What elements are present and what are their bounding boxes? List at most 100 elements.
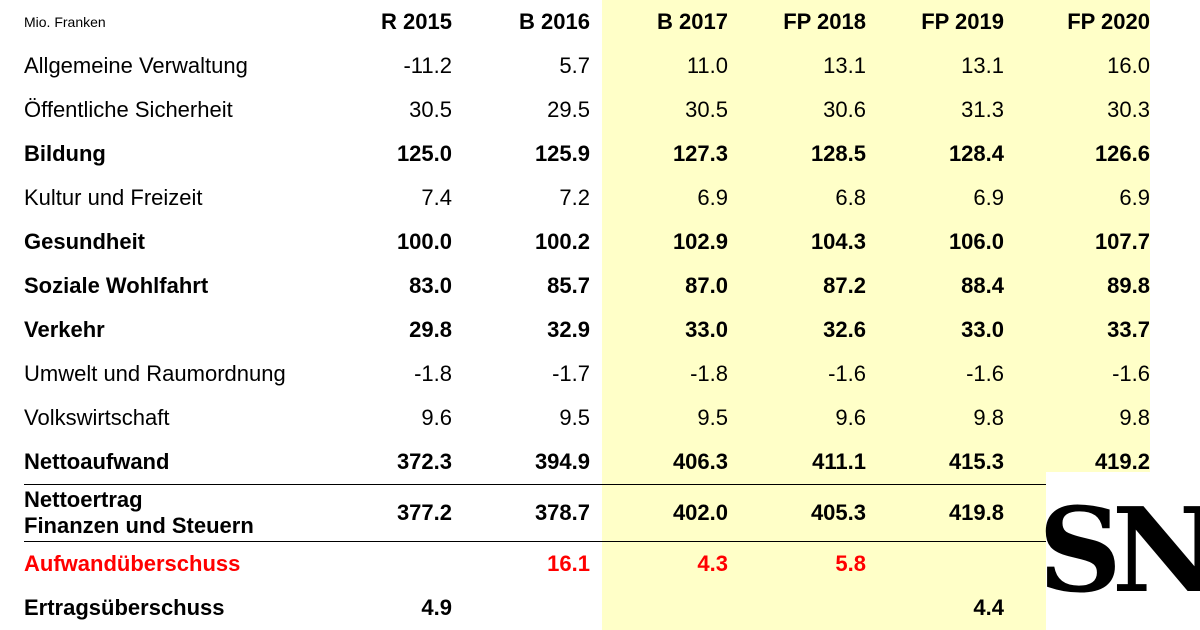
- row-label: Volkswirtschaft: [24, 405, 170, 430]
- row-nettoertrag: Nettoertrag Finanzen und Steuern 377.2 37…: [24, 484, 1150, 542]
- cell-value: 419.2: [1094, 449, 1150, 474]
- cell-value: 30.5: [409, 97, 452, 122]
- cell-value: 7.4: [421, 185, 452, 210]
- row-label: Nettoaufwand: [24, 449, 170, 474]
- cell-value: 33.0: [961, 317, 1004, 342]
- row-label: Kultur und Freizeit: [24, 185, 203, 210]
- cell-value: 4.3: [590, 541, 728, 586]
- cell-value: 9.8: [1119, 405, 1150, 430]
- row-nettoaufwand: Nettoaufwand 372.3 394.9 406.3 411.1 415…: [24, 440, 1150, 485]
- row-label: Ertragsüberschuss: [24, 595, 225, 620]
- cell-value: 9.8: [973, 405, 1004, 430]
- cell-value: 13.1: [961, 53, 1004, 78]
- row-label: Aufwandüberschuss: [24, 541, 328, 586]
- col-header-b2016: B 2016: [519, 9, 590, 34]
- row-label: Umwelt und Raumordnung: [24, 361, 286, 386]
- cell-value: 89.8: [1107, 273, 1150, 298]
- cell-value: 30.3: [1107, 97, 1150, 122]
- col-header-fp2019: FP 2019: [921, 9, 1004, 34]
- row-label: Gesundheit: [24, 229, 146, 254]
- cell-value: [728, 586, 866, 630]
- row-umwelt-und-raumordnung: Umwelt und Raumordnung -1.8 -1.7 -1.8 -1…: [24, 352, 1150, 396]
- cell-value: 372.3: [396, 449, 452, 474]
- cell-value: 88.4: [961, 273, 1004, 298]
- cell-value: 6.8: [835, 185, 866, 210]
- cell-value: 6.9: [697, 185, 728, 210]
- cell-value: [328, 541, 452, 586]
- cell-value: 405.3: [728, 484, 866, 542]
- cell-value: 31.3: [961, 97, 1004, 122]
- row-volkswirtschaft: Volkswirtschaft 9.6 9.5 9.5 9.6 9.8 9.8: [24, 396, 1150, 440]
- finance-table: Mio. Franken R 2015 B 2016 B 2017 FP 201…: [24, 0, 1150, 630]
- cell-value: 29.8: [409, 317, 452, 342]
- col-header-fp2020: FP 2020: [1067, 9, 1150, 34]
- cell-value: 125.9: [534, 141, 590, 166]
- cell-value: 85.7: [547, 273, 590, 298]
- cell-value: 30.5: [685, 97, 728, 122]
- cell-value: 29.5: [547, 97, 590, 122]
- cell-value: 32.9: [547, 317, 590, 342]
- cell-value: 9.5: [697, 405, 728, 430]
- cell-value: -1.6: [828, 361, 866, 386]
- cell-value: 128.5: [810, 141, 866, 166]
- cell-value: 126.6: [1094, 141, 1150, 166]
- row-label-line2: Finanzen und Steuern: [24, 513, 254, 538]
- cell-value: 33.0: [685, 317, 728, 342]
- cell-value: 87.0: [685, 273, 728, 298]
- logo-text: SN: [1038, 483, 1200, 619]
- cell-value: [590, 586, 728, 630]
- cell-value: 4.4: [973, 595, 1004, 620]
- cell-value: 100.2: [534, 229, 590, 254]
- cell-value: 30.6: [823, 97, 866, 122]
- cell-value: 9.6: [421, 405, 452, 430]
- row-gesundheit: Gesundheit 100.0 100.2 102.9 104.3 106.0…: [24, 220, 1150, 264]
- unit-label: Mio. Franken: [24, 14, 106, 30]
- cell-value: 13.1: [823, 53, 866, 78]
- header-row: Mio. Franken R 2015 B 2016 B 2017 FP 201…: [24, 0, 1150, 44]
- row-label: Nettoertrag Finanzen und Steuern: [24, 484, 328, 542]
- row-label: Verkehr: [24, 317, 105, 342]
- col-header-r2015: R 2015: [381, 9, 452, 34]
- cell-value: -11.2: [403, 53, 452, 78]
- cell-value: 9.6: [835, 405, 866, 430]
- row-aufwandueberschuss: Aufwandüberschuss 16.1 4.3 5.8: [24, 541, 1150, 586]
- row-label: Bildung: [24, 141, 106, 166]
- cell-value: 83.0: [409, 273, 452, 298]
- row-bildung: Bildung 125.0 125.9 127.3 128.5 128.4 12…: [24, 132, 1150, 176]
- cell-value: -1.6: [966, 361, 1004, 386]
- row-label: Soziale Wohlfahrt: [24, 273, 209, 298]
- cell-value: 415.3: [948, 449, 1004, 474]
- cell-value: 5.8: [728, 541, 866, 586]
- row-verkehr: Verkehr 29.8 32.9 33.0 32.6 33.0 33.7: [24, 308, 1150, 352]
- cell-value: 102.9: [672, 229, 728, 254]
- cell-value: 377.2: [328, 484, 452, 542]
- cell-value: 11.0: [686, 53, 728, 78]
- row-soziale-wohlfahrt: Soziale Wohlfahrt 83.0 85.7 87.0 87.2 88…: [24, 264, 1150, 308]
- col-header-fp2018: FP 2018: [783, 9, 866, 34]
- cell-value: 125.0: [396, 141, 452, 166]
- cell-value: 419.8: [866, 484, 1004, 542]
- cell-value: 394.9: [534, 449, 590, 474]
- cell-value: 6.9: [1119, 185, 1150, 210]
- cell-value: 16.0: [1107, 53, 1150, 78]
- cell-value: 127.3: [672, 141, 728, 166]
- cell-value: 104.3: [810, 229, 866, 254]
- cell-value: 32.6: [823, 317, 866, 342]
- cell-value: -1.6: [1112, 361, 1150, 386]
- cell-value: 100.0: [396, 229, 452, 254]
- cell-value: 9.5: [559, 405, 590, 430]
- cell-value: 402.0: [590, 484, 728, 542]
- cell-value: 33.7: [1107, 317, 1150, 342]
- cell-value: [866, 541, 1004, 586]
- row-label-line1: Nettoertrag: [24, 487, 143, 512]
- row-label: Öffentliche Sicherheit: [24, 97, 233, 122]
- cell-value: 5.7: [559, 53, 590, 78]
- cell-value: [452, 586, 590, 630]
- cell-value: 106.0: [948, 229, 1004, 254]
- cell-value: 378.7: [452, 484, 590, 542]
- cell-value: -1.7: [552, 361, 590, 386]
- cell-value: 107.7: [1094, 229, 1150, 254]
- cell-value: 4.9: [421, 595, 452, 620]
- row-oeffentliche-sicherheit: Öffentliche Sicherheit 30.5 29.5 30.5 30…: [24, 88, 1150, 132]
- cell-value: 6.9: [973, 185, 1004, 210]
